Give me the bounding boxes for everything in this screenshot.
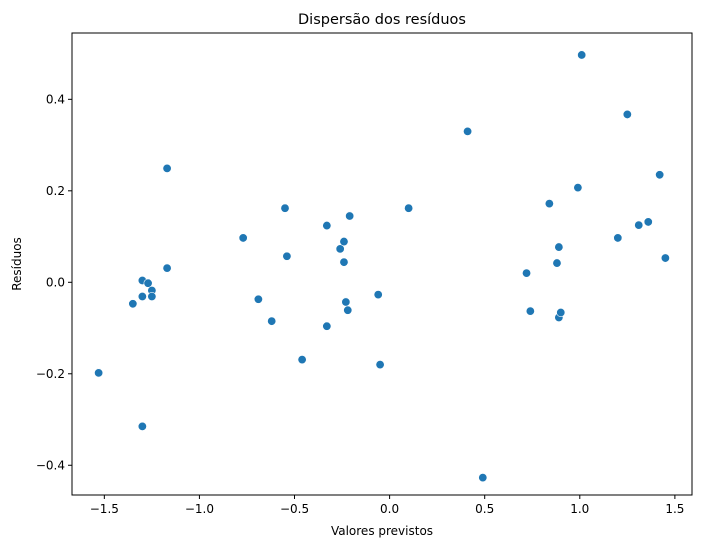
scatter-point (643, 217, 653, 227)
scatter-point (322, 221, 332, 231)
x-tick-label: −1.5 (90, 502, 119, 516)
scatter-point (335, 244, 345, 254)
x-axis-label: Valores previstos (331, 524, 433, 538)
scatter-point (162, 263, 172, 273)
scatter-point (556, 307, 566, 317)
scatter-point (137, 421, 147, 431)
scatter-point (577, 50, 587, 60)
scatter-point (525, 306, 535, 316)
scatter-point (253, 294, 263, 304)
y-axis-ticks: −0.4 −0.2 0.0 0.2 0.4 (36, 92, 72, 472)
scatter-point (373, 290, 383, 300)
scatter-point (552, 258, 562, 268)
scatter-point (322, 321, 332, 331)
scatter-point (660, 253, 670, 263)
scatter-point (341, 297, 351, 307)
scatter-point (137, 291, 147, 301)
scatter-point (478, 473, 488, 483)
scatter-point (622, 109, 632, 119)
scatter-point (345, 211, 355, 221)
scatter-point (238, 233, 248, 243)
plot-area-frame (71, 32, 693, 496)
scatter-point (162, 163, 172, 173)
x-axis-ticks: −1.5 −1.0 −0.5 0.0 0.5 1.0 1.5 (90, 495, 684, 516)
scatter-point (147, 291, 157, 301)
scatter-point (613, 233, 623, 243)
y-tick-label: −0.2 (36, 367, 65, 381)
y-axis-label: Resíduos (10, 237, 24, 291)
x-tick-label: 1.0 (570, 502, 589, 516)
scatter-point (94, 368, 104, 378)
y-tick-label: 0.0 (46, 275, 65, 289)
scatter-point (267, 316, 277, 326)
y-tick-label: 0.4 (46, 92, 65, 106)
scatter-point (339, 237, 349, 247)
scatter-point (343, 305, 353, 315)
chart-title: Dispersão dos resíduos (298, 12, 466, 28)
x-tick-label: −0.5 (280, 502, 309, 516)
y-tick-label: −0.4 (36, 458, 65, 472)
scatter-point (554, 242, 564, 252)
data-points (94, 50, 670, 483)
scatter-point (280, 203, 290, 213)
scatter-point (655, 170, 665, 180)
scatter-point (282, 251, 292, 261)
scatter-point (544, 199, 554, 209)
x-tick-label: 0.5 (475, 502, 494, 516)
scatter-point (375, 360, 385, 370)
x-tick-label: 0.0 (380, 502, 399, 516)
scatter-point (522, 268, 532, 278)
x-tick-label: 1.5 (665, 502, 684, 516)
scatter-point (404, 203, 414, 213)
scatter-point (634, 220, 644, 230)
scatter-point (339, 257, 349, 267)
scatter-point (143, 278, 153, 288)
scatter-point (128, 299, 138, 309)
scatter-point (573, 183, 583, 193)
scatter-point (463, 126, 473, 136)
scatter-point (297, 355, 307, 365)
y-tick-label: 0.2 (46, 184, 65, 198)
x-tick-label: −1.0 (185, 502, 214, 516)
